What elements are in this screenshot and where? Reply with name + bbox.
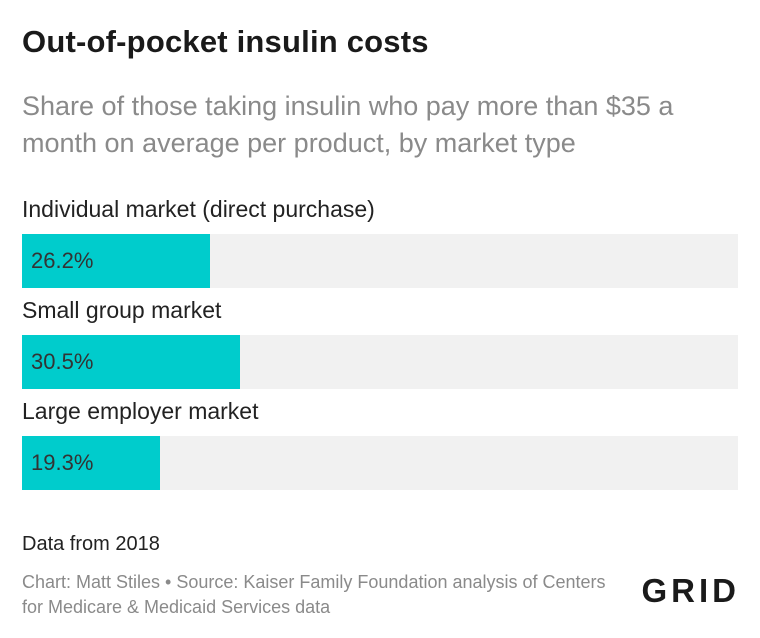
category-label: Small group market bbox=[22, 297, 222, 323]
bar-row: Large employer market 19.3% bbox=[22, 396, 738, 497]
category-label: Large employer market bbox=[22, 398, 259, 424]
source-credits: Chart: Matt Stiles • Source: Kaiser Fami… bbox=[22, 572, 606, 617]
bar-track: 30.5% bbox=[22, 335, 738, 389]
value-label: 19.3% bbox=[31, 450, 94, 475]
bar-track: 26.2% bbox=[22, 234, 738, 288]
chart-title: Out-of-pocket insulin costs bbox=[22, 24, 429, 59]
bar-track: 19.3% bbox=[22, 436, 738, 490]
bar-chart: Individual market (direct purchase) 26.2… bbox=[22, 194, 738, 497]
bar bbox=[22, 436, 161, 490]
bar-row: Small group market 30.5% bbox=[22, 295, 738, 396]
bar-row: Individual market (direct purchase) 26.2… bbox=[22, 194, 738, 295]
bar bbox=[22, 234, 210, 288]
grid-logo: GRID bbox=[641, 572, 740, 609]
value-label: 30.5% bbox=[31, 349, 94, 374]
category-label: Individual market (direct purchase) bbox=[22, 196, 375, 222]
bar bbox=[22, 335, 241, 389]
value-label: 26.2% bbox=[31, 248, 94, 273]
chart-subtitle: Share of those taking insulin who pay mo… bbox=[22, 91, 674, 158]
data-note: Data from 2018 bbox=[22, 533, 160, 555]
